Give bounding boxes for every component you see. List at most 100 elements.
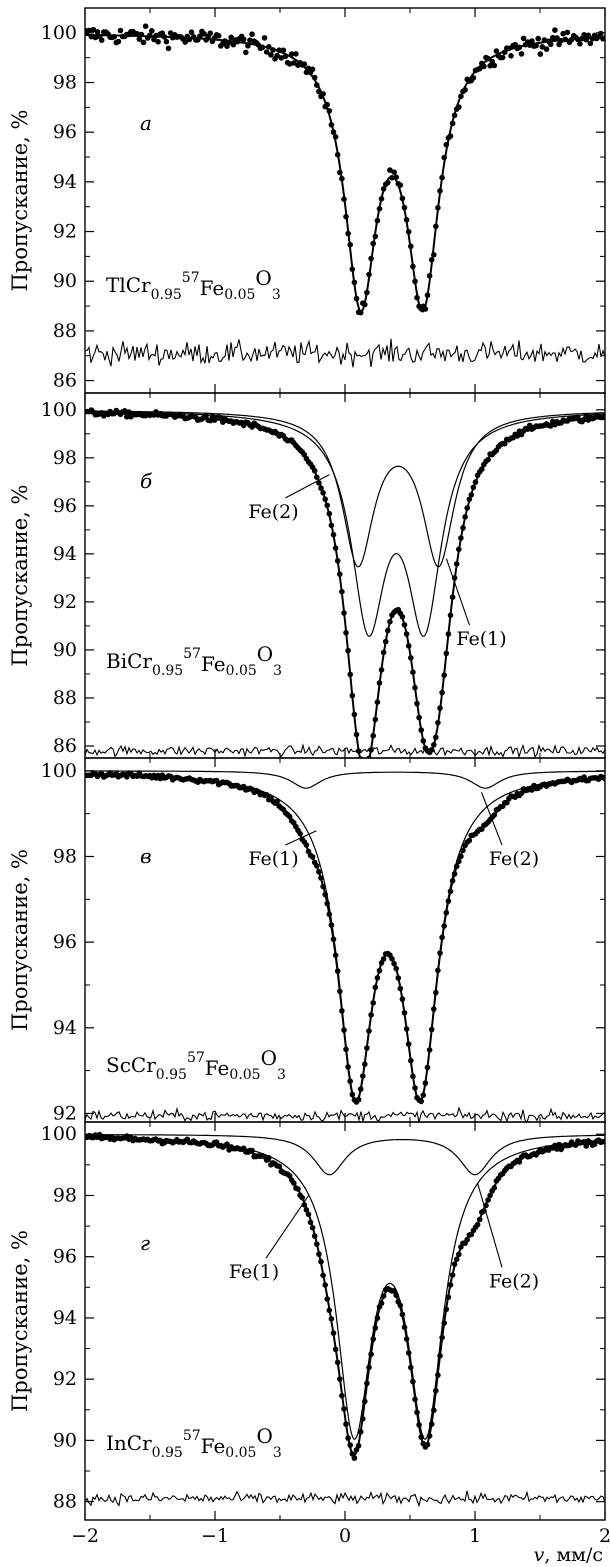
data-point [428,1421,435,1427]
data-point [401,204,408,211]
data-point [541,37,548,43]
data-point [435,967,441,974]
data-point [368,1351,374,1357]
sample-formula-part: 0.05 [224,287,255,303]
data-point [412,684,418,691]
y-tick-label: 90 [53,270,77,292]
data-point [583,1143,589,1149]
data-point [316,1251,322,1257]
data-point [337,1376,343,1382]
data-point [353,731,360,738]
data-point [403,1026,410,1032]
data-point [514,433,521,439]
component-curve-1 [85,411,605,637]
data-point [316,88,322,95]
data-point [311,468,318,474]
data-point [472,479,479,485]
data-point [445,898,452,904]
sample-formula: InCr0.9557Fe0.05O3 [106,1424,282,1461]
data-point [328,122,335,128]
data-point [347,671,354,678]
data-point [259,44,266,51]
data-point [297,830,303,837]
sample-formula-part: 57 [187,1050,205,1066]
panel-2: 86 88 90 92 94 96 98 100 Пропускание, % б BiCr0.95… [8,392,606,770]
sample-formula-part: InCr [106,1431,152,1455]
data-point [414,700,420,707]
x-tick-label: 2 [599,1525,610,1547]
data-point [309,854,316,860]
data-point [316,869,322,875]
sample-formula-part: 0.95 [152,1445,183,1461]
data-point [458,853,464,860]
data-point [215,32,222,39]
x-tick-label: −2 [71,1525,99,1547]
y-tick-label: 96 [53,121,77,143]
data-point [539,44,546,50]
y-tick-label: 100 [41,22,77,44]
data-point [268,52,274,58]
annotation-leader [445,558,471,626]
data-point [403,631,410,637]
data-point [397,985,404,992]
data-point [288,51,295,57]
data-point [334,151,341,158]
data-point [330,531,337,538]
data-point [418,1434,425,1440]
data-points [85,23,605,316]
data-point [547,41,554,48]
data-point [449,120,456,127]
data-point [90,26,97,33]
data-point [552,27,558,33]
data-point [345,647,351,654]
data-point [372,716,379,723]
data-point [602,1138,605,1145]
data-point [374,1315,381,1321]
data-point [443,141,450,148]
data-point [439,689,445,696]
data-point [487,63,493,69]
panel-1: 86 88 90 92 94 96 98 100 Пропускание, % а TlCr0.95… [8,7,606,394]
data-point [412,1085,418,1091]
data-point [581,32,587,38]
data-points [85,1131,605,1461]
data-point [476,1216,483,1223]
data-point [305,1211,312,1218]
data-point [347,1442,354,1448]
data-point [357,1086,364,1092]
plot-frame [84,392,606,759]
data-point [355,1096,362,1103]
sample-formula-part: BiCr [106,649,152,673]
data-point [282,53,289,60]
data-point [366,1364,372,1371]
data-point [203,412,209,419]
data-point [188,29,195,35]
y-tick-label: 96 [53,495,77,517]
data-point [476,65,483,72]
data-point [299,1194,306,1201]
data-point [449,878,456,884]
data-point [355,1442,362,1449]
data-point [376,205,383,212]
data-point [376,967,383,974]
data-point [422,1080,429,1086]
data-point [408,243,414,250]
data-point [320,883,326,890]
y-tick-label: 100 [41,1123,77,1145]
sample-formula-part: 0.05 [229,1067,260,1083]
data-point [374,975,381,981]
data-point [364,764,370,770]
data-point [433,989,439,996]
data-point [274,52,280,59]
residual-line [85,1490,605,1508]
sample-formula: BiCr0.9557Fe0.05O3 [106,642,282,679]
data-point [516,44,523,51]
panel-3: 92 94 96 98 100 Пропускание, % в ScCr0.9557Fe0.… [8,757,606,1124]
data-point [326,108,333,114]
data-point [431,1006,437,1012]
data-point [324,900,331,907]
data-point [435,205,441,211]
data-point [207,30,214,36]
data-point [240,36,247,43]
data-point [161,34,168,40]
